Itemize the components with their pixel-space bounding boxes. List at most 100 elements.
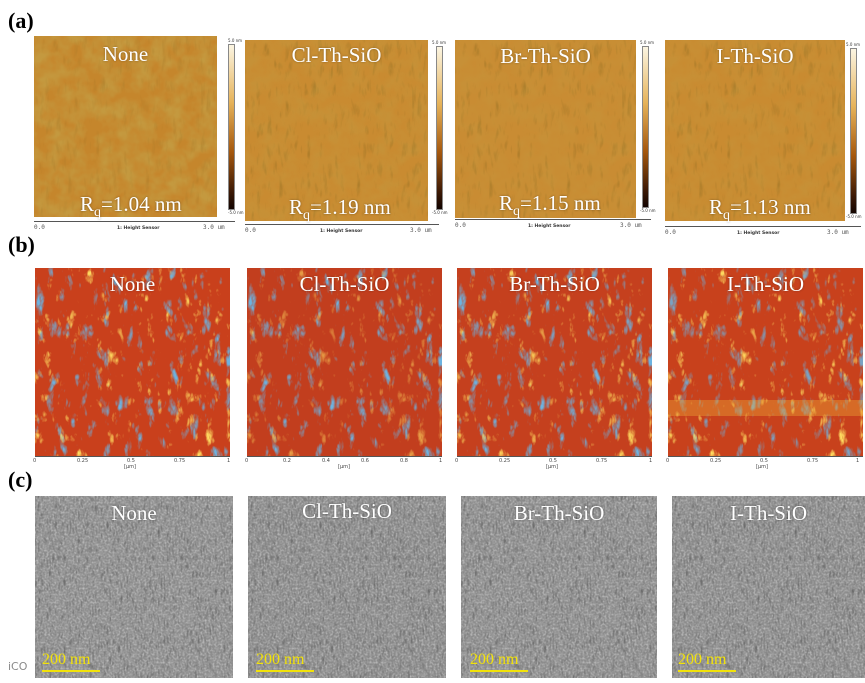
colorbar-min: -5.0 nm (640, 208, 656, 213)
axis-title: 1: Height Sensor (320, 229, 363, 234)
row-label-b: (b) (8, 232, 35, 257)
height-colorbar (850, 48, 857, 214)
sample-label: Cl-Th-SiO (291, 43, 382, 67)
scale-bar-label: 200 nm (256, 651, 305, 668)
row-label-c: (c) (8, 467, 33, 492)
afm-axis (455, 219, 651, 220)
tick: 0.2 (283, 458, 291, 464)
scale-bar (42, 670, 100, 672)
axis-title: 1: Height Sensor (528, 224, 571, 229)
phase-axis-none (35, 456, 230, 457)
phase-label-i: I-Th-SiO (727, 272, 804, 296)
axis-unit: [μm] (546, 464, 558, 470)
tem-image-none (35, 496, 233, 678)
phase-axis-br (457, 456, 652, 457)
afm-axis (665, 226, 861, 227)
tem-label-none: None (111, 501, 157, 525)
roughness-value: Rq=1.15 nm (499, 191, 601, 220)
colorbar-min: -5.0 nm (432, 210, 448, 215)
tick: 0 (33, 458, 37, 464)
axis-title: 1: Height Sensor (117, 226, 160, 231)
scale-bar (678, 670, 736, 672)
tick: 0 (666, 458, 670, 464)
colorbar-max: 5.0 nm (640, 40, 655, 45)
scale-bar-label: 200 nm (470, 651, 519, 668)
tem-image-cl (248, 496, 446, 678)
axis-end: 3.0 um (620, 222, 642, 229)
phase-image-none (35, 268, 230, 456)
scale-bar (470, 670, 528, 672)
phase-image-cl (247, 268, 442, 456)
phase-label-cl: Cl-Th-SiO (299, 272, 390, 296)
height-colorbar (642, 46, 649, 208)
phase-image-i (668, 268, 863, 456)
tick: 0.4 (322, 458, 330, 464)
axis-unit: [μm] (338, 464, 350, 470)
axis-end: 3.0 um (827, 229, 849, 236)
phase-axis-cl (247, 456, 442, 457)
scale-bar-label: 200 nm (678, 651, 727, 668)
scale-bar-label: 200 nm (42, 651, 91, 668)
roughness-value: Rq=1.04 nm (80, 192, 182, 221)
axis-title: 1: Height Sensor (737, 231, 780, 236)
height-colorbar (228, 44, 235, 210)
axis-unit: [μm] (756, 464, 768, 470)
sample-label: Br-Th-SiO (500, 44, 591, 68)
axis-unit: [μm] (124, 464, 136, 470)
tem-label-i: I-Th-SiO (730, 501, 807, 525)
tick: 0 (245, 458, 249, 464)
tick: 0.5 (549, 458, 557, 464)
tick: 0.5 (127, 458, 135, 464)
phase-label-none: None (109, 272, 156, 296)
tick: 1 (649, 458, 653, 464)
tick: 0.75 (596, 458, 608, 464)
tick: 0.25 (499, 458, 511, 464)
afm-panel-i: I-Th-SiO Rq=1.13 nm (665, 40, 855, 224)
colorbar-min: -5.0 nm (846, 214, 862, 219)
roughness-value: Rq=1.13 nm (709, 195, 811, 224)
tick: 0.25 (710, 458, 722, 464)
afm-panel-br: Br-Th-SiO Rq=1.15 nm (455, 40, 645, 220)
tick: 0.25 (77, 458, 89, 464)
tick: 0.75 (807, 458, 819, 464)
tem-label-cl: Cl-Th-SiO (302, 499, 392, 523)
roughness-value: Rq=1.19 nm (289, 195, 391, 224)
row-label-a: (a) (8, 8, 34, 33)
axis-start: 0.0 (34, 224, 45, 231)
colorbar-max: 5.0 nm (846, 42, 861, 47)
colorbar-max: 5.0 nm (228, 38, 243, 43)
afm-panel-none: None Rq=1.04 nm (34, 36, 234, 236)
sample-label: I-Th-SiO (716, 44, 794, 68)
axis-end: 3.0 um (203, 224, 225, 231)
tick: 0.8 (400, 458, 408, 464)
axis-start: 0.0 (245, 227, 256, 234)
tem-image-i (672, 496, 865, 678)
axis-start: 0.0 (665, 229, 676, 236)
tick: 1 (856, 458, 860, 464)
phase-label-br: Br-Th-SiO (509, 272, 600, 296)
afm-axis (245, 224, 439, 225)
height-colorbar (436, 46, 443, 210)
tick: 0 (455, 458, 459, 464)
afm-height-image (665, 40, 845, 221)
afm-axis (34, 221, 235, 222)
sample-label: None (102, 42, 149, 66)
tick: 0.6 (361, 458, 369, 464)
afm-height-image (455, 40, 636, 218)
colorbar-max: 5.0 nm (432, 40, 447, 45)
colorbar-min: -5.0 nm (228, 210, 244, 215)
watermark: iCO (8, 660, 28, 673)
phase-axis-i (668, 456, 863, 457)
tick: 1 (439, 458, 443, 464)
tem-image-br (461, 496, 657, 678)
afm-height-image (34, 36, 217, 217)
phase-image-br (457, 268, 652, 456)
axis-start: 0.0 (455, 222, 466, 229)
tick: 0.75 (174, 458, 186, 464)
tick: 0.5 (760, 458, 768, 464)
afm-height-image (245, 40, 428, 221)
scale-bar (256, 670, 314, 672)
tick: 1 (227, 458, 231, 464)
afm-panel-cl: Cl-Th-SiO Rq=1.19 nm (245, 40, 435, 225)
